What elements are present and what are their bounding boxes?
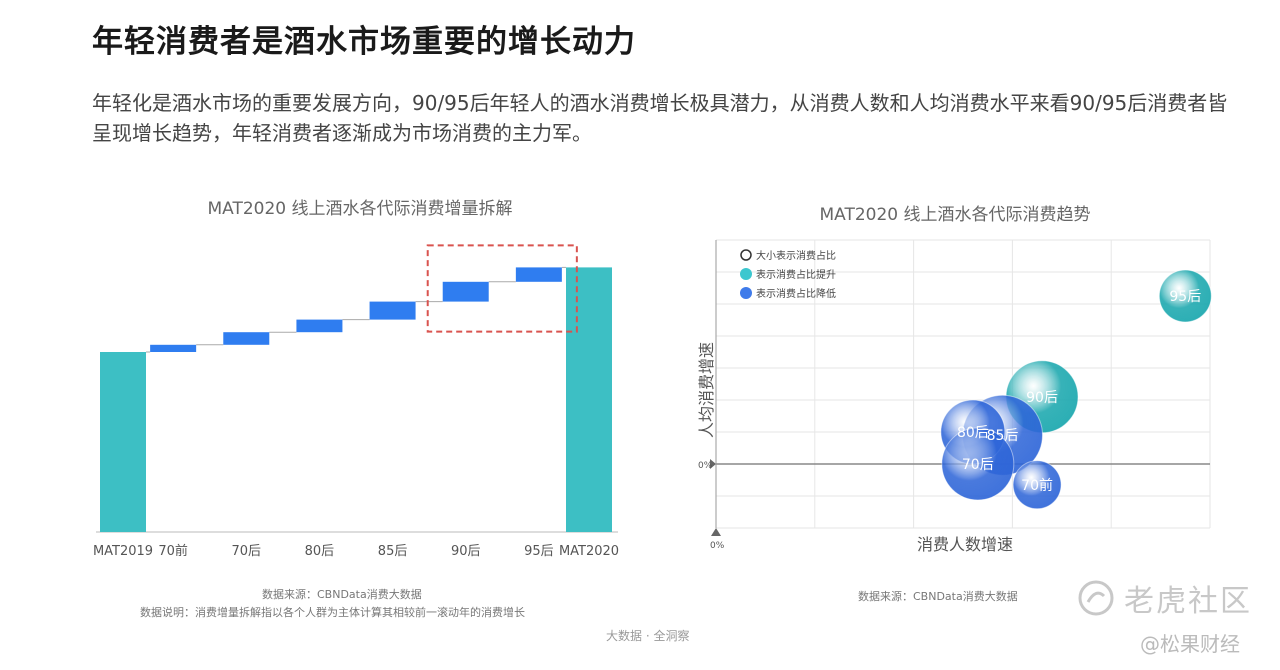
- bubble-label: 70后: [962, 457, 994, 473]
- bubble-y-zero-label: 0%: [698, 461, 713, 471]
- watermark-brand: 老虎社区: [1124, 584, 1252, 619]
- legend-item-label: 表示消费占比提升: [756, 268, 836, 281]
- waterfall-bar-80后: [296, 319, 343, 333]
- bubble-x-zero-label: 0%: [710, 541, 725, 551]
- waterfall-bar-70前: [150, 344, 197, 352]
- bubble-y-axis-label: 人均消费增速: [697, 342, 716, 438]
- watermark-sub: @松果财经: [1140, 632, 1240, 656]
- waterfall-tick-label: MAT2020: [559, 544, 619, 559]
- waterfall-bar-MAT2020: [566, 267, 612, 532]
- waterfall-bar-85后: [369, 301, 416, 320]
- bubble-x-axis-label: 消费人数增速: [917, 535, 1013, 554]
- bubble-70前: [1012, 460, 1062, 510]
- waterfall-bar-90后: [442, 281, 489, 302]
- waterfall-bar-MAT2019: [100, 352, 146, 532]
- watermark-logo-icon: [1078, 580, 1114, 616]
- waterfall-tick-label: 70前: [158, 543, 188, 559]
- waterfall-bar-95后: [515, 267, 562, 282]
- legend-swatch: [740, 268, 752, 280]
- waterfall-highlight-box: [426, 244, 578, 333]
- bubble-label: 90后: [1026, 390, 1058, 406]
- waterfall-tick-label: 80后: [305, 544, 335, 559]
- footer-slogan: 大数据 · 全洞察: [606, 629, 690, 643]
- bubble-origin-arrow: [711, 528, 721, 536]
- legend-swatch-outline: [740, 249, 752, 261]
- bubble-label: 85后: [987, 428, 1019, 444]
- waterfall-tick-label: 70后: [232, 544, 262, 559]
- page-description: 年轻化是酒水市场的重要发展方向，90/95后年轻人的酒水消费增长极具潜力，从消费…: [92, 91, 1228, 145]
- bubble-70后: [941, 427, 1015, 501]
- bubble-chart-title: MAT2020 线上酒水各代际消费趋势: [819, 205, 1091, 225]
- legend-item-label: 大小表示消费占比: [756, 249, 836, 262]
- waterfall-tick-label: 95后: [524, 544, 554, 559]
- waterfall-tick-label: 85后: [378, 544, 408, 559]
- bubble-label: 70前: [1021, 477, 1053, 494]
- waterfall-explanation-note: 数据说明：消费增量拆解指以各个人群为主体计算其相较前一滚动年的消费增长: [140, 606, 525, 619]
- bubble-zero-arrow: [710, 459, 716, 469]
- waterfall-tick-label: MAT2019: [93, 544, 153, 559]
- bubble-label: 80后: [957, 425, 989, 441]
- bubble-label: 95后: [1169, 289, 1201, 305]
- legend-item-label: 表示消费占比降低: [756, 287, 836, 300]
- waterfall-chart-title: MAT2020 线上酒水各代际消费增量拆解: [207, 199, 513, 219]
- waterfall-source-note: 数据来源：CBNData消费大数据: [262, 588, 422, 601]
- page-title: 年轻消费者是酒水市场重要的增长动力: [92, 24, 636, 60]
- bubble-source-note: 数据来源：CBNData消费大数据: [858, 590, 1018, 603]
- bubble-95后: [1158, 269, 1212, 323]
- waterfall-bar-70后: [223, 332, 270, 345]
- legend-swatch: [740, 287, 752, 299]
- waterfall-tick-label: 90后: [451, 544, 481, 559]
